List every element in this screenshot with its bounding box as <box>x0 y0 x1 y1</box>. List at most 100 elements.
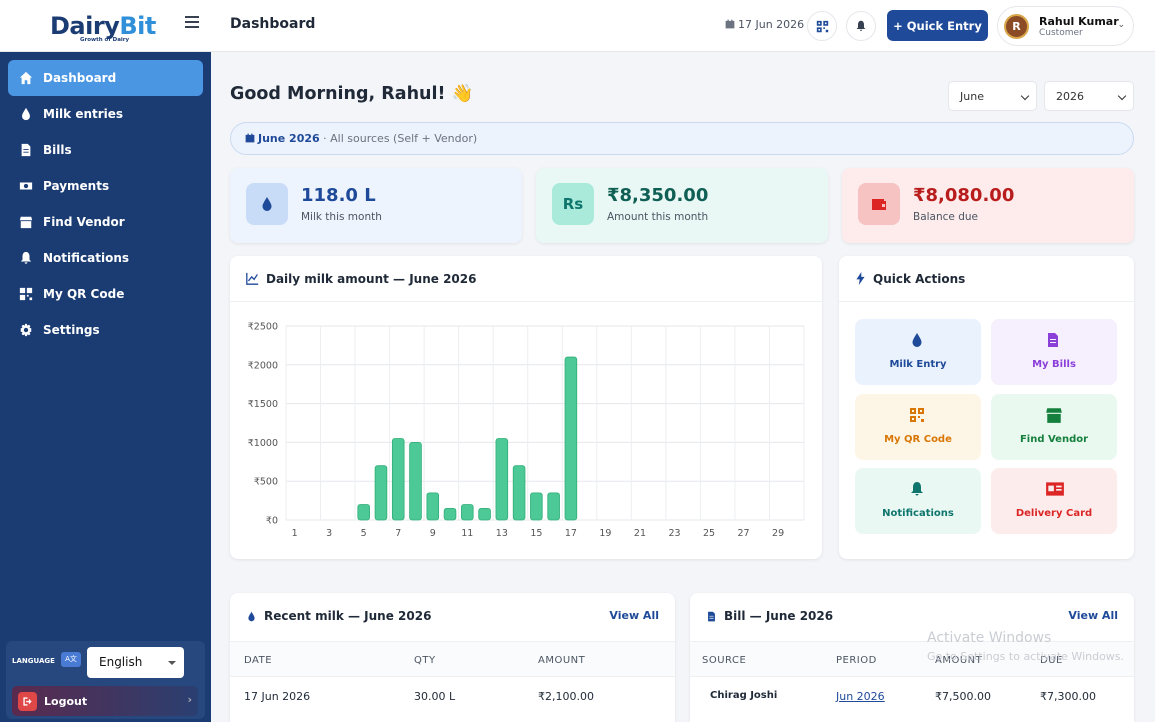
language-select[interactable]: English <box>87 647 184 678</box>
bell-icon <box>856 20 866 31</box>
file-icon <box>708 611 715 621</box>
bar <box>461 504 474 521</box>
droplet-icon <box>912 333 922 347</box>
sidebar-item-notifications[interactable]: Notifications <box>8 240 203 276</box>
quick-action-delivery-card[interactable]: Delivery Card <box>991 468 1117 534</box>
x-tick-label: 23 <box>668 528 680 539</box>
cell-due: ₹7,300.00 <box>1040 690 1096 703</box>
quick-action-label: My QR Code <box>884 434 952 445</box>
logo-area: DairyBit Growth of Dairy <box>0 0 211 52</box>
bar <box>478 507 491 521</box>
y-tick-label: ₹0 <box>266 516 278 527</box>
bell-icon <box>20 251 32 264</box>
x-tick-label: 1 <box>292 528 298 539</box>
quick-action-label: Delivery Card <box>1015 508 1093 519</box>
calendar-icon <box>725 19 735 29</box>
quick-action-milk-entry[interactable]: Milk Entry <box>855 319 981 385</box>
sidebar-item-milk-entries[interactable]: Milk entries <box>8 96 203 132</box>
column-header: DATE <box>244 655 273 666</box>
bill-view-all-link[interactable]: View All <box>1068 609 1118 622</box>
sidebar-item-label: Payments <box>43 179 110 193</box>
bar <box>512 465 526 521</box>
column-header: QTY <box>414 655 436 666</box>
bill-table-header: SOURCE PERIOD AMOUNT DUE <box>690 641 1134 677</box>
y-tick-label: ₹2000 <box>248 360 278 371</box>
bar <box>391 438 405 521</box>
money-icon <box>19 182 33 190</box>
logo-part1: Dairy <box>50 11 120 40</box>
logout-label: Logout <box>44 694 88 708</box>
qr-scan-button[interactable] <box>807 11 837 41</box>
source-label: · All sources (Self + Vendor) <box>319 132 478 145</box>
logo[interactable]: DairyBit <box>50 11 156 40</box>
quick-entry-button[interactable]: + Quick Entry <box>887 10 988 41</box>
quick-action-my-bills[interactable]: My Bills <box>991 319 1117 385</box>
x-tick-label: 11 <box>461 528 473 539</box>
x-tick-label: 27 <box>738 528 750 539</box>
x-tick-label: 15 <box>530 528 542 539</box>
sidebar-item-settings[interactable]: Settings <box>8 312 203 348</box>
sidebar-item-label: Milk entries <box>43 107 124 121</box>
bar <box>443 507 457 521</box>
bar <box>374 465 388 521</box>
year-select[interactable]: 2026 <box>1044 81 1134 111</box>
sidebar-item-bills[interactable]: Bills <box>8 132 203 168</box>
quick-action-label: Milk Entry <box>889 359 947 370</box>
period-label: June 2026 <box>258 132 320 145</box>
sidebar-item-label: My QR Code <box>43 287 125 301</box>
x-tick-label: 19 <box>599 528 611 539</box>
bar <box>564 356 578 521</box>
stat-card-balance: ₹8,080.00 Balance due <box>842 168 1134 243</box>
qr-icon <box>816 20 828 32</box>
recent-milk-card: Recent milk — June 2026 View All DATE QT… <box>230 593 675 722</box>
qr-icon <box>19 287 33 301</box>
qr-icon <box>910 408 924 422</box>
menu-toggle-icon[interactable] <box>185 16 199 28</box>
logout-button[interactable]: Logout › <box>12 686 198 716</box>
droplet-icon <box>248 611 255 621</box>
rupee-icon: Rs <box>552 183 594 225</box>
column-header: DUE <box>1040 655 1063 666</box>
chevron-right-icon: › <box>187 693 192 706</box>
x-tick-label: 21 <box>634 528 646 539</box>
header-date: 17 Jun 2026 <box>725 18 804 31</box>
bill-header: Bill — June 2026 <box>690 593 1134 639</box>
quick-action-find-vendor[interactable]: Find Vendor <box>991 394 1117 460</box>
sidebar-item-payments[interactable]: Payments <box>8 168 203 204</box>
stat-value: 118.0 L <box>301 185 376 206</box>
bar <box>357 504 370 521</box>
chart-header: Daily milk amount — June 2026 <box>230 256 822 302</box>
month-select[interactable]: June <box>948 81 1037 111</box>
sidebar-item-dashboard[interactable]: Dashboard <box>8 60 203 96</box>
cell-period-link[interactable]: Jun 2026 <box>836 690 885 703</box>
file-icon <box>1048 333 1058 347</box>
logo-tagline: Growth of Dairy <box>80 37 130 43</box>
store-icon <box>1046 408 1062 423</box>
x-tick-label: 3 <box>326 528 332 539</box>
bill-card: Bill — June 2026 View All SOURCE PERIOD … <box>690 593 1134 722</box>
column-header: AMOUNT <box>935 655 983 666</box>
avatar: R <box>1004 14 1029 39</box>
stat-label: Balance due <box>913 211 978 223</box>
user-role: Customer <box>1039 28 1083 38</box>
bell-icon <box>911 482 923 496</box>
quick-action-notifications[interactable]: Notifications <box>855 468 981 534</box>
y-tick-label: ₹500 <box>254 477 278 488</box>
sidebar-item-my-qr-code[interactable]: My QR Code <box>8 276 203 312</box>
calendar-icon <box>245 133 255 143</box>
quick-actions-title: Quick Actions <box>873 271 966 286</box>
bar <box>495 438 509 521</box>
sidebar-item-find-vendor[interactable]: Find Vendor <box>8 204 203 240</box>
recent-milk-view-all-link[interactable]: View All <box>609 609 659 622</box>
notifications-button[interactable] <box>846 11 876 41</box>
quick-action-label: My Bills <box>1032 359 1076 370</box>
quick-action-my-qr-code[interactable]: My QR Code <box>855 394 981 460</box>
y-tick-label: ₹1000 <box>248 438 278 449</box>
quick-action-label: Notifications <box>882 508 954 519</box>
droplet-icon <box>246 183 288 225</box>
header-date-text: 17 Jun 2026 <box>738 18 805 31</box>
user-name: Rahul Kumar <box>1039 15 1119 28</box>
translate-icon: A文 <box>61 652 81 667</box>
user-menu[interactable]: R Rahul Kumar Customer ⌄ <box>997 6 1134 46</box>
